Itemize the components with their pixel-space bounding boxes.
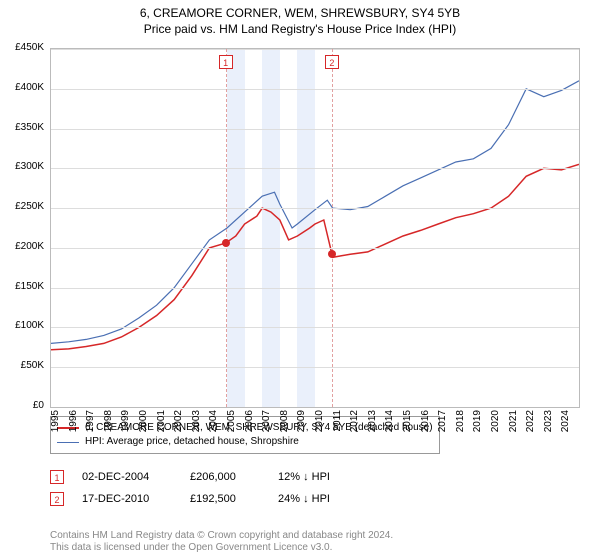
row-hpi: 12% ↓ HPI xyxy=(278,471,368,483)
grid-line xyxy=(51,168,579,169)
x-axis-label: 2022 xyxy=(525,410,536,440)
marker-label: 1 xyxy=(219,55,233,69)
grid-line xyxy=(51,208,579,209)
x-axis-label: 2004 xyxy=(208,410,219,440)
chart-subtitle: Price paid vs. HM Land Registry's House … xyxy=(0,22,600,36)
marker-point xyxy=(328,250,336,258)
x-axis-label: 2020 xyxy=(490,410,501,440)
grid-line xyxy=(51,327,579,328)
x-axis-label: 2000 xyxy=(138,410,149,440)
x-axis-label: 2023 xyxy=(543,410,554,440)
x-axis-label: 2019 xyxy=(472,410,483,440)
marker-label: 2 xyxy=(325,55,339,69)
footer-line1: Contains HM Land Registry data © Crown c… xyxy=(50,530,580,542)
chart-plot-area: 12 xyxy=(50,48,580,408)
marker-vline xyxy=(332,49,333,407)
row-price: £192,500 xyxy=(190,493,260,505)
row-date: 02-DEC-2004 xyxy=(82,471,172,483)
y-axis-label: £150K xyxy=(0,281,44,292)
y-axis-label: £350K xyxy=(0,122,44,133)
x-axis-label: 1996 xyxy=(68,410,79,440)
y-axis-label: £0 xyxy=(0,400,44,411)
x-axis-label: 2014 xyxy=(384,410,395,440)
x-axis-label: 2013 xyxy=(367,410,378,440)
x-axis-label: 2024 xyxy=(560,410,571,440)
x-axis-label: 2021 xyxy=(508,410,519,440)
row-hpi: 24% ↓ HPI xyxy=(278,493,368,505)
grid-line xyxy=(51,248,579,249)
y-axis-label: £300K xyxy=(0,161,44,172)
y-axis-label: £100K xyxy=(0,320,44,331)
row-marker: 2 xyxy=(50,492,64,506)
x-axis-label: 2018 xyxy=(455,410,466,440)
x-axis-label: 2001 xyxy=(156,410,167,440)
transactions-table: 1 02-DEC-2004 £206,000 12% ↓ HPI 2 17-DEC-201… xyxy=(50,466,580,510)
grid-line xyxy=(51,49,579,50)
x-axis-label: 1999 xyxy=(120,410,131,440)
chart-title: 6, CREAMORE CORNER, WEM, SHREWSBURY, SY4… xyxy=(0,6,600,20)
x-axis-label: 2016 xyxy=(420,410,431,440)
x-axis-label: 2010 xyxy=(314,410,325,440)
grid-line xyxy=(51,288,579,289)
y-axis-label: £450K xyxy=(0,42,44,53)
x-axis-label: 2006 xyxy=(244,410,255,440)
x-axis-label: 2007 xyxy=(261,410,272,440)
series-hpi xyxy=(51,81,579,344)
marker-vline xyxy=(226,49,227,407)
x-axis-label: 2005 xyxy=(226,410,237,440)
legend-swatch xyxy=(57,442,79,443)
y-axis-label: £400K xyxy=(0,82,44,93)
table-row: 1 02-DEC-2004 £206,000 12% ↓ HPI xyxy=(50,466,580,488)
x-axis-label: 1997 xyxy=(85,410,96,440)
x-axis-label: 1998 xyxy=(103,410,114,440)
row-price: £206,000 xyxy=(190,471,260,483)
grid-line xyxy=(51,129,579,130)
footer-line2: This data is licensed under the Open Gov… xyxy=(50,542,580,554)
marker-point xyxy=(222,239,230,247)
x-axis-label: 2002 xyxy=(173,410,184,440)
row-marker: 1 xyxy=(50,470,64,484)
footer-note: Contains HM Land Registry data © Crown c… xyxy=(50,530,580,554)
x-axis-label: 2012 xyxy=(349,410,360,440)
series-property xyxy=(51,164,579,349)
y-axis-label: £50K xyxy=(0,360,44,371)
grid-line xyxy=(51,89,579,90)
x-axis-label: 2009 xyxy=(296,410,307,440)
grid-line xyxy=(51,367,579,368)
y-axis-label: £250K xyxy=(0,201,44,212)
x-axis-label: 2011 xyxy=(332,410,343,440)
x-axis-label: 2017 xyxy=(437,410,448,440)
x-axis-label: 2015 xyxy=(402,410,413,440)
chart-title-block: 6, CREAMORE CORNER, WEM, SHREWSBURY, SY4… xyxy=(0,0,600,36)
chart-lines-svg xyxy=(51,49,579,407)
table-row: 2 17-DEC-2010 £192,500 24% ↓ HPI xyxy=(50,488,580,510)
x-axis-label: 2008 xyxy=(279,410,290,440)
y-axis-label: £200K xyxy=(0,241,44,252)
x-axis-label: 1995 xyxy=(50,410,61,440)
x-axis-label: 2003 xyxy=(191,410,202,440)
row-date: 17-DEC-2010 xyxy=(82,493,172,505)
